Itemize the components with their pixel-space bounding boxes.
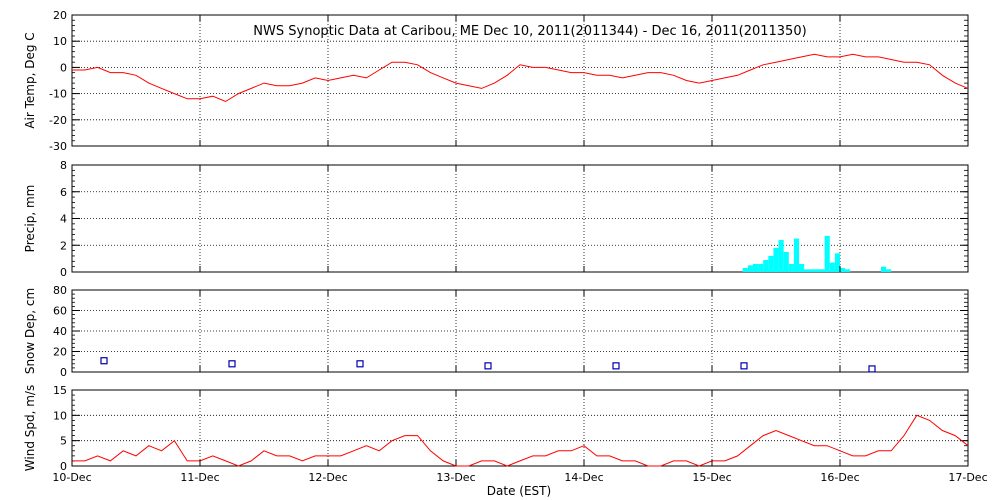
x-axis: 10-Dec 11-Dec 12-Dec 13-Dec 14-Dec 15-Dec 16-D… xyxy=(52,471,987,484)
y-axis-label: Wind Spd, m/s xyxy=(23,385,37,471)
bar xyxy=(752,263,759,272)
bar xyxy=(819,269,825,272)
y-axis-label: Precip, mm xyxy=(23,185,37,253)
x-tick-label: 11-Dec xyxy=(180,471,219,484)
bar xyxy=(880,266,887,272)
point xyxy=(484,362,492,370)
panel-snow-depth: 0 20 40 60 80 Snow Dep, cm xyxy=(23,284,969,379)
series-line xyxy=(72,53,969,103)
bar xyxy=(747,265,753,272)
x-tick-label: 10-Dec xyxy=(52,471,91,484)
panel-frame xyxy=(71,389,969,467)
panel-precip: 0 2 4 6 8 Precip, mm xyxy=(23,159,969,279)
bar xyxy=(829,262,835,272)
bar xyxy=(768,255,774,272)
y-tick-label: 0 xyxy=(60,61,67,74)
bar xyxy=(763,259,769,272)
y-tick-label: 8 xyxy=(60,159,67,172)
bar xyxy=(845,269,851,272)
y-tick-label: 40 xyxy=(53,325,67,338)
y-tick-label: 5 xyxy=(60,435,67,448)
point xyxy=(612,362,620,370)
bar xyxy=(742,267,748,272)
x-tick-label: 12-Dec xyxy=(308,471,347,484)
bar xyxy=(886,269,892,272)
y-tick-label: 80 xyxy=(53,284,67,297)
panel-air-temp: 20 10 0 -10 -20 -30 Air Temp, Deg C xyxy=(23,9,969,153)
point xyxy=(356,360,364,368)
bar xyxy=(809,269,815,272)
bar xyxy=(773,247,779,272)
y-axis-label: Air Temp, Deg C xyxy=(23,32,37,128)
y-tick-label: 15 xyxy=(53,384,67,397)
y-tick-label: 10 xyxy=(53,409,67,422)
bar xyxy=(814,269,820,272)
point xyxy=(100,357,108,365)
x-tick-label: 16-Dec xyxy=(820,471,859,484)
bar xyxy=(799,263,805,272)
panel-wind-speed: 0 5 10 15 Wind Spd, m/s xyxy=(23,384,969,473)
bar xyxy=(824,235,830,272)
chart-title: NWS Synoptic Data at Caribou, ME Dec 10,… xyxy=(253,24,806,39)
y-tick-label: 20 xyxy=(53,346,67,359)
bar xyxy=(793,238,800,272)
y-tick-label: 4 xyxy=(60,213,67,226)
y-tick-label: -20 xyxy=(49,114,67,127)
x-tick-label: 14-Dec xyxy=(564,471,603,484)
y-tick-label: 6 xyxy=(60,186,67,199)
bar xyxy=(778,239,784,272)
x-tick-label: 15-Dec xyxy=(692,471,731,484)
point xyxy=(740,362,748,370)
x-tick-label: 17-Dec xyxy=(948,471,987,484)
y-tick-label: 0 xyxy=(60,460,67,473)
point xyxy=(228,360,236,368)
series-line xyxy=(72,414,969,467)
panel-frame xyxy=(71,14,969,147)
y-tick-label: 60 xyxy=(53,305,67,318)
bar xyxy=(804,269,810,272)
y-tick-label: 10 xyxy=(53,35,67,48)
bar xyxy=(834,253,840,272)
y-axis-label: Snow Dep, cm xyxy=(23,288,37,374)
bar xyxy=(788,263,794,272)
bar xyxy=(840,267,846,272)
x-tick-label: 13-Dec xyxy=(436,471,475,484)
y-tick-label: -30 xyxy=(49,140,67,153)
y-tick-label: 2 xyxy=(60,239,67,252)
x-axis-label: Date (EST) xyxy=(487,484,551,498)
y-tick-label: -10 xyxy=(49,88,67,101)
y-tick-label: 0 xyxy=(60,266,67,279)
point xyxy=(868,365,876,373)
panels-layer: 20 10 0 -10 -20 -30 Air Temp, Deg C 0 2 4 6 8 Precip… xyxy=(23,9,969,473)
bar xyxy=(783,251,789,272)
y-tick-label: 20 xyxy=(53,9,67,22)
bar xyxy=(758,263,764,272)
y-tick-label: 0 xyxy=(60,366,67,379)
